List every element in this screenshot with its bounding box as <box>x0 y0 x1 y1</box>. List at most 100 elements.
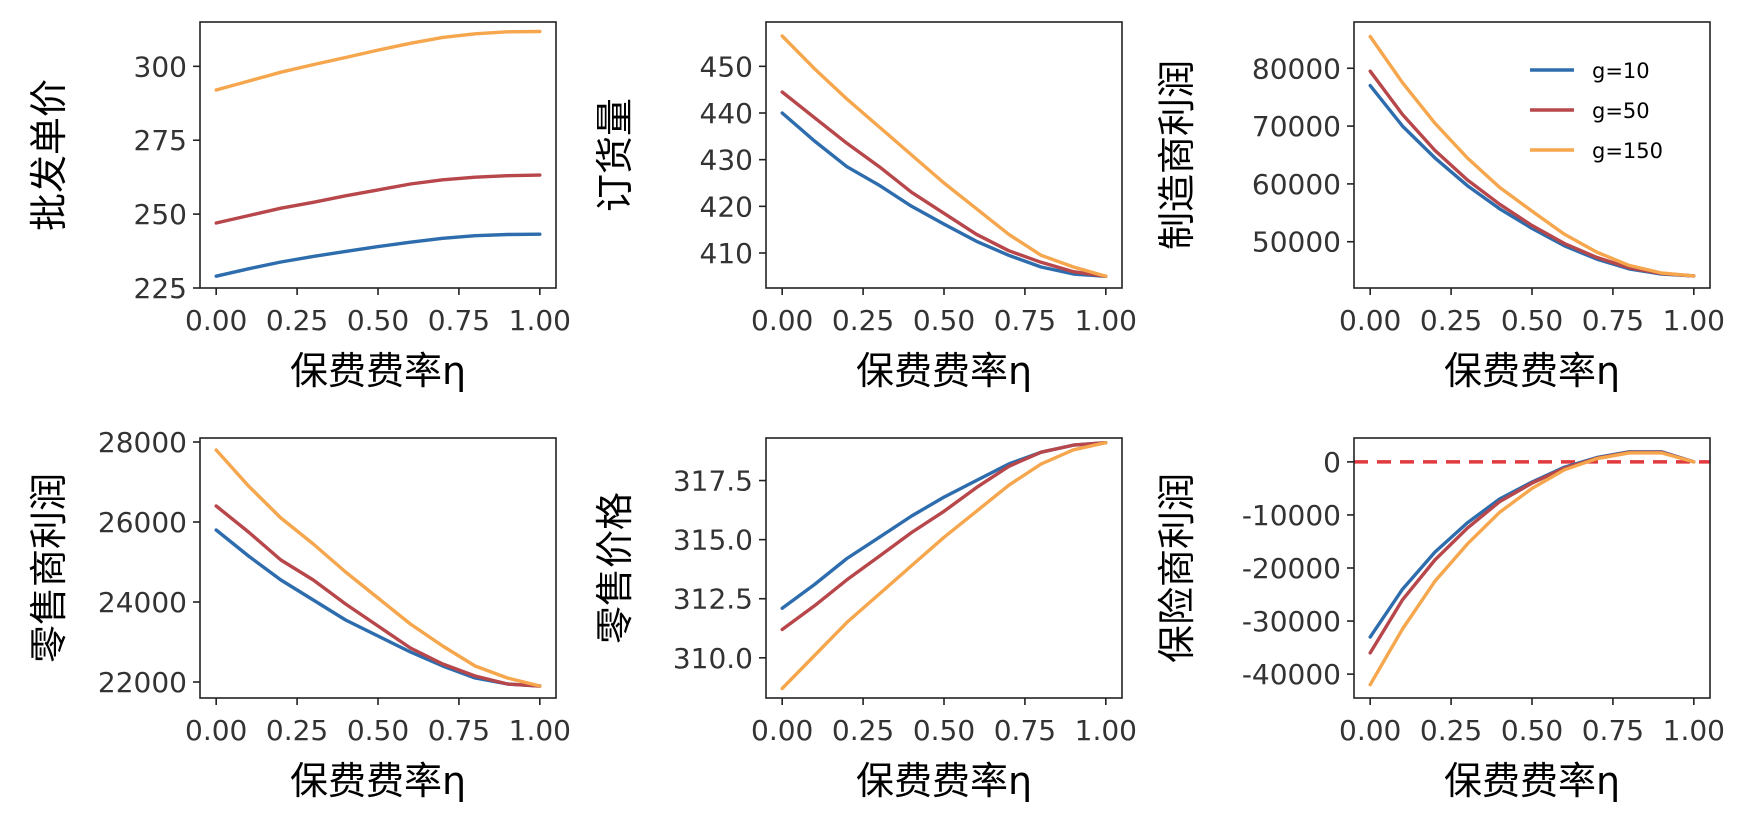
legend-label: g=150 <box>1592 139 1663 163</box>
plot-frame <box>765 21 1123 289</box>
series-line-g-50 <box>214 504 542 688</box>
x-axis-label: 保费费率η <box>856 349 1032 393</box>
y-tick-label: -10000 <box>1242 499 1341 532</box>
y-tick-label: 275 <box>134 124 187 157</box>
x-tick-label: 0.50 <box>347 714 409 747</box>
y-tick-label: 420 <box>700 190 753 223</box>
series-line-g-50 <box>1368 69 1696 278</box>
y-axis-label: 零售价格 <box>593 492 637 644</box>
x-tick-label: 0.25 <box>266 304 328 337</box>
y-tick-label: 315.0 <box>673 524 753 557</box>
x-tick-label: 0.00 <box>185 714 247 747</box>
y-tick-label: -20000 <box>1242 552 1341 585</box>
x-tick-label: 1.00 <box>1663 714 1725 747</box>
y-tick-label: 70000 <box>1252 110 1341 143</box>
panel-1: 0.00 0.25 0.50 0.75 1.00 225 250 275 300 保费费率η 批发单… <box>27 21 571 393</box>
series-line-g-150 <box>780 441 1108 691</box>
y-tick-label: 317.5 <box>673 465 753 498</box>
x-tick-label: 1.00 <box>1075 714 1137 747</box>
y-tick-label: 250 <box>134 198 187 231</box>
x-axis-label: 保费费率η <box>856 759 1032 803</box>
x-tick-label: 1.00 <box>509 714 571 747</box>
x-tick-label: 1.00 <box>1663 304 1725 337</box>
series-line-g-150 <box>1368 34 1696 278</box>
y-tick-label: 28000 <box>98 426 187 459</box>
y-tick-label: -40000 <box>1242 658 1341 691</box>
plot-frame <box>765 437 1123 699</box>
y-tick-label: 450 <box>700 50 753 83</box>
x-axis-label: 保费费率η <box>290 349 466 393</box>
y-tick-label: 300 <box>134 50 187 83</box>
panel-6: 0.00 0.25 0.50 0.75 1.00 -40000 -30000 -20000 -1… <box>1155 437 1725 803</box>
x-axis-label: 保费费率η <box>290 759 466 803</box>
x-tick-label: 0.75 <box>1582 304 1644 337</box>
x-tick-label: 0.00 <box>751 304 813 337</box>
series-line-g-10 <box>1368 450 1696 639</box>
series-line-g-150 <box>214 29 542 92</box>
y-tick-label: 80000 <box>1252 52 1341 85</box>
y-axis-label: 制造商利润 <box>1155 60 1199 250</box>
x-tick-label: 0.75 <box>994 714 1056 747</box>
y-tick-label: -30000 <box>1242 605 1341 638</box>
x-tick-label: 0.50 <box>913 304 975 337</box>
panel-3: 0.00 0.25 0.50 0.75 1.00 50000 60000 70000 80000… <box>1155 21 1725 393</box>
x-tick-label: 0.00 <box>1339 714 1401 747</box>
y-tick-label: 225 <box>134 272 187 305</box>
y-tick-label: 50000 <box>1252 226 1341 259</box>
y-tick-label: 26000 <box>98 506 187 539</box>
y-tick-label: 310.0 <box>673 642 753 675</box>
series-line-g-50 <box>780 441 1108 632</box>
series-line-g-150 <box>1368 451 1696 687</box>
series-line-g-150 <box>780 34 1108 278</box>
y-tick-label: 24000 <box>98 586 187 619</box>
x-tick-label: 0.25 <box>1420 714 1482 747</box>
y-axis-label: 订货量 <box>593 98 637 212</box>
series-line-g-10 <box>214 528 542 688</box>
x-tick-label: 0.00 <box>751 714 813 747</box>
y-tick-label: 312.5 <box>673 583 753 616</box>
x-tick-label: 0.50 <box>1501 714 1563 747</box>
x-tick-label: 0.75 <box>1582 714 1644 747</box>
series-line-g-50 <box>780 90 1108 278</box>
x-tick-label: 0.75 <box>428 714 490 747</box>
y-axis-label: 批发单价 <box>27 79 71 231</box>
y-tick-label: 440 <box>700 97 753 130</box>
y-axis-label: 零售商利润 <box>27 473 71 663</box>
panel-4: 0.00 0.25 0.50 0.75 1.00 22000 24000 26000 28000… <box>27 426 571 803</box>
x-tick-label: 0.50 <box>347 304 409 337</box>
plot-frame <box>1353 437 1711 699</box>
series-line-g-10 <box>780 441 1108 610</box>
panel-5: 0.00 0.25 0.50 0.75 1.00 310.0 312.5 315.0 317.5… <box>593 437 1137 803</box>
x-axis-label: 保费费率η <box>1444 759 1620 803</box>
panel-2: 0.00 0.25 0.50 0.75 1.00 410 420 430 440 450 保费费率η… <box>593 21 1137 393</box>
x-tick-label: 0.00 <box>185 304 247 337</box>
x-tick-label: 0.25 <box>832 714 894 747</box>
x-tick-label: 0.25 <box>832 304 894 337</box>
x-tick-label: 0.00 <box>1339 304 1401 337</box>
y-tick-label: 60000 <box>1252 168 1341 201</box>
x-tick-label: 0.25 <box>1420 304 1482 337</box>
x-tick-label: 0.75 <box>994 304 1056 337</box>
y-axis-label: 保险商利润 <box>1155 473 1199 663</box>
y-tick-label: 410 <box>700 237 753 270</box>
legend-label: g=50 <box>1592 99 1650 123</box>
series-line-g-150 <box>214 448 542 688</box>
x-tick-label: 0.75 <box>428 304 490 337</box>
x-tick-label: 1.00 <box>509 304 571 337</box>
x-tick-label: 0.25 <box>266 714 328 747</box>
y-tick-label: 430 <box>700 144 753 177</box>
x-tick-label: 0.50 <box>913 714 975 747</box>
x-axis-label: 保费费率η <box>1444 349 1620 393</box>
series-line-g-50 <box>1368 450 1696 655</box>
y-tick-label: 0 <box>1323 446 1341 479</box>
x-tick-label: 1.00 <box>1075 304 1137 337</box>
series-line-g-10 <box>780 111 1108 278</box>
series-line-g-50 <box>214 173 542 225</box>
y-tick-label: 22000 <box>98 666 187 699</box>
legend-label: g=10 <box>1592 59 1650 83</box>
legend: g=10 g=50 g=150 <box>1530 59 1663 163</box>
series-line-g-10 <box>214 232 542 278</box>
plot-frame <box>199 437 557 699</box>
x-tick-label: 0.50 <box>1501 304 1563 337</box>
